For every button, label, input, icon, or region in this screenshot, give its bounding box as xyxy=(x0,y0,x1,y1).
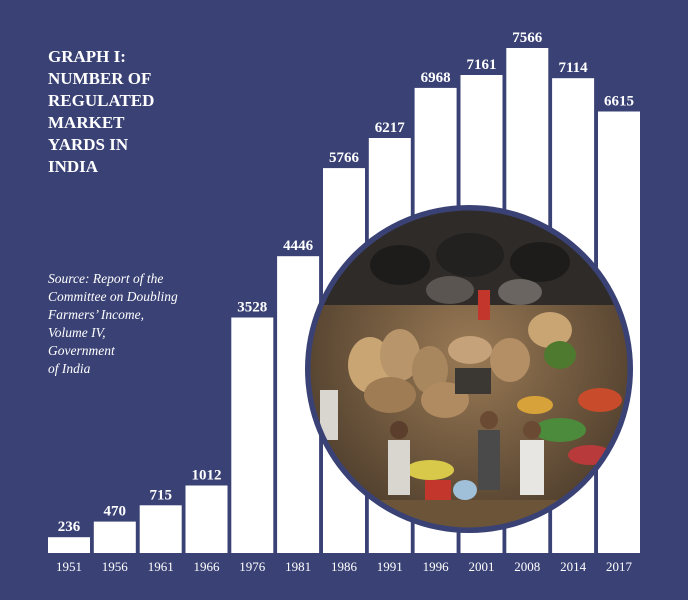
title-line: YARDS IN xyxy=(48,135,129,154)
x-tick-label-2008: 2008 xyxy=(514,559,540,574)
source-line: Source: Report of the xyxy=(48,271,164,286)
value-label-1981: 4446 xyxy=(283,238,314,254)
value-label-2001: 7161 xyxy=(467,57,497,73)
source-line: Committee on Doubling xyxy=(48,289,178,304)
title-line: GRAPH I: xyxy=(48,47,126,66)
bar-1951 xyxy=(48,537,90,553)
source-line: of India xyxy=(48,361,91,376)
x-tick-label-1981: 1981 xyxy=(285,559,311,574)
bar-1961 xyxy=(139,505,182,553)
title-line: INDIA xyxy=(48,157,99,176)
value-label-1986: 5766 xyxy=(329,150,360,166)
title-line: MARKET xyxy=(48,113,125,132)
x-tick-label-2017: 2017 xyxy=(606,559,633,574)
value-label-1996: 6968 xyxy=(421,70,451,86)
x-tick-label-2001: 2001 xyxy=(469,559,495,574)
value-label-1961: 715 xyxy=(149,487,172,503)
source-note: Source: Report of the Committee on Doubl… xyxy=(48,270,213,378)
title-line: NUMBER OF xyxy=(48,69,152,88)
value-label-1951: 236 xyxy=(58,519,81,535)
chart-title: GRAPH I: NUMBER OF REGULATED MARKET YARD… xyxy=(48,46,198,178)
x-tick-label-1976: 1976 xyxy=(239,559,266,574)
value-label-2017: 6615 xyxy=(604,94,634,110)
x-tick-label-1996: 1996 xyxy=(423,559,450,574)
x-tick-labels-group: 1951 1956 1961 1966 1976 1981 1986 1991 1996 2001… xyxy=(56,559,633,574)
x-tick-label-2014: 2014 xyxy=(560,559,587,574)
value-label-2008: 7566 xyxy=(512,30,543,46)
title-line: REGULATED xyxy=(48,91,155,110)
source-line: Volume IV, xyxy=(48,325,106,340)
x-tick-label-1951: 1951 xyxy=(56,559,82,574)
bar-1976 xyxy=(231,317,274,553)
value-label-1976: 3528 xyxy=(237,300,267,316)
x-tick-label-1986: 1986 xyxy=(331,559,358,574)
value-label-1991: 6217 xyxy=(375,120,406,136)
value-label-1966: 1012 xyxy=(192,468,222,484)
x-tick-label-1991: 1991 xyxy=(377,559,403,574)
source-line: Government xyxy=(48,343,115,358)
source-line: Farmers’ Income, xyxy=(48,307,144,322)
x-tick-label-1966: 1966 xyxy=(194,559,221,574)
value-label-2014: 7114 xyxy=(559,60,589,76)
x-tick-label-1956: 1956 xyxy=(102,559,129,574)
bar-1956 xyxy=(93,521,136,553)
value-label-1956: 470 xyxy=(104,504,127,520)
value-labels-group: 236 470 715 1012 3528 4446 5766 6217 6968 7161 756… xyxy=(58,30,634,535)
bar-1966 xyxy=(185,485,228,553)
x-tick-label-1961: 1961 xyxy=(148,559,174,574)
